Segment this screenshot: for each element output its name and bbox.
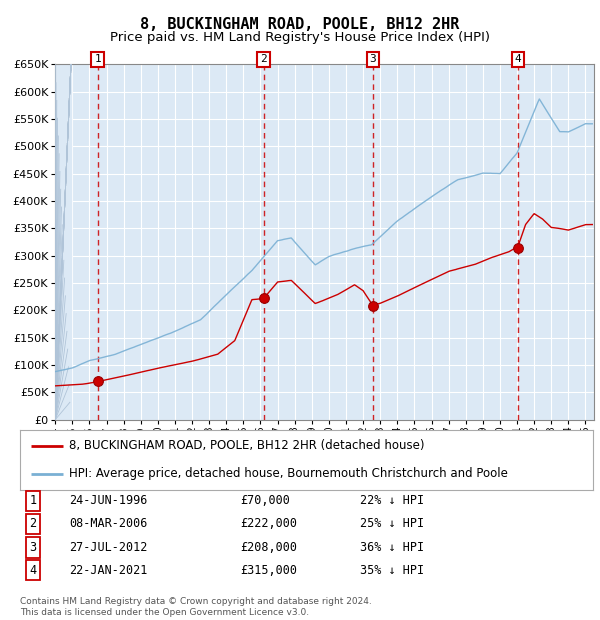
Text: 3: 3: [29, 541, 37, 554]
Text: 1: 1: [29, 495, 37, 507]
Text: 2: 2: [29, 518, 37, 530]
Text: £222,000: £222,000: [240, 518, 297, 530]
Polygon shape: [55, 64, 71, 420]
Text: 2: 2: [260, 55, 267, 64]
Text: 8, BUCKINGHAM ROAD, POOLE, BH12 2HR: 8, BUCKINGHAM ROAD, POOLE, BH12 2HR: [140, 17, 460, 32]
Text: 22-JAN-2021: 22-JAN-2021: [69, 564, 148, 577]
Text: £70,000: £70,000: [240, 495, 290, 507]
Text: HPI: Average price, detached house, Bournemouth Christchurch and Poole: HPI: Average price, detached house, Bour…: [68, 467, 508, 480]
Text: £208,000: £208,000: [240, 541, 297, 554]
Text: 25% ↓ HPI: 25% ↓ HPI: [360, 518, 424, 530]
Text: 35% ↓ HPI: 35% ↓ HPI: [360, 564, 424, 577]
Text: 1: 1: [94, 55, 101, 64]
Text: Price paid vs. HM Land Registry's House Price Index (HPI): Price paid vs. HM Land Registry's House …: [110, 31, 490, 44]
Text: 27-JUL-2012: 27-JUL-2012: [69, 541, 148, 554]
Text: 4: 4: [29, 564, 37, 577]
Text: 24-JUN-1996: 24-JUN-1996: [69, 495, 148, 507]
Text: 08-MAR-2006: 08-MAR-2006: [69, 518, 148, 530]
Text: 8, BUCKINGHAM ROAD, POOLE, BH12 2HR (detached house): 8, BUCKINGHAM ROAD, POOLE, BH12 2HR (det…: [68, 440, 424, 453]
Polygon shape: [55, 64, 71, 420]
Text: 22% ↓ HPI: 22% ↓ HPI: [360, 495, 424, 507]
Text: £315,000: £315,000: [240, 564, 297, 577]
Text: 3: 3: [370, 55, 376, 64]
Text: Contains HM Land Registry data © Crown copyright and database right 2024.
This d: Contains HM Land Registry data © Crown c…: [20, 598, 371, 617]
Text: 36% ↓ HPI: 36% ↓ HPI: [360, 541, 424, 554]
Text: 4: 4: [515, 55, 521, 64]
